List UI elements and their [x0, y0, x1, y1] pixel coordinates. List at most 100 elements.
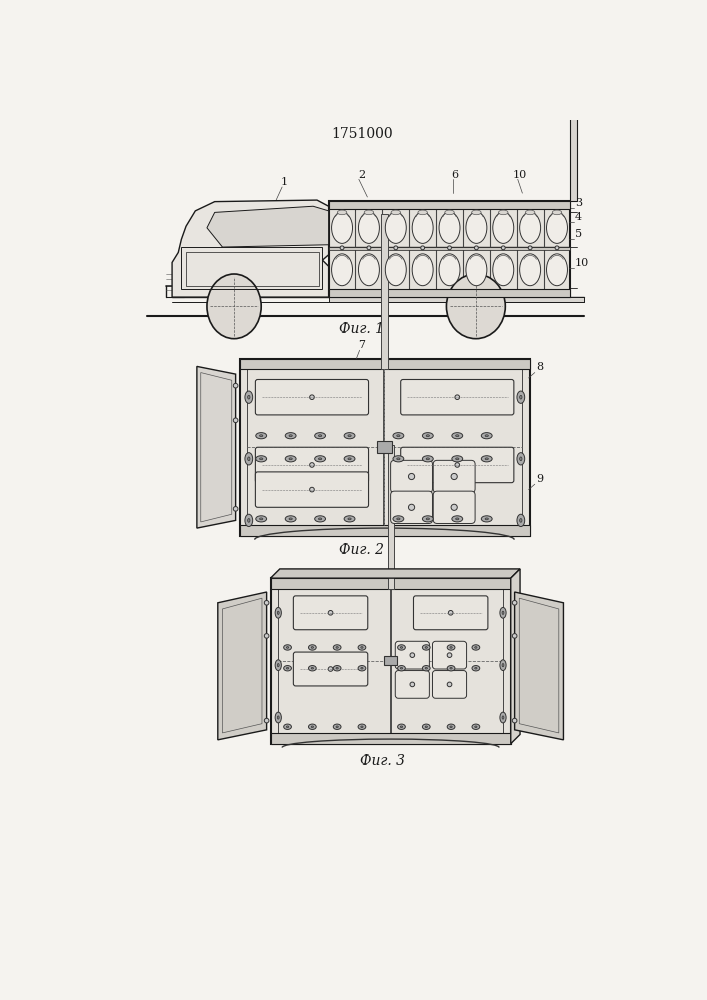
- Circle shape: [455, 463, 460, 467]
- Bar: [377, 441, 392, 453]
- Ellipse shape: [277, 664, 279, 667]
- Ellipse shape: [289, 458, 292, 460]
- Ellipse shape: [439, 212, 460, 243]
- Ellipse shape: [485, 458, 489, 460]
- Ellipse shape: [286, 667, 288, 669]
- Ellipse shape: [245, 453, 252, 465]
- Ellipse shape: [474, 647, 477, 648]
- Ellipse shape: [502, 716, 504, 719]
- Ellipse shape: [311, 726, 313, 728]
- Ellipse shape: [259, 458, 263, 460]
- Ellipse shape: [256, 433, 267, 439]
- Circle shape: [451, 504, 457, 510]
- Ellipse shape: [318, 435, 322, 437]
- Text: 4: 4: [575, 212, 582, 222]
- Ellipse shape: [446, 274, 506, 339]
- Ellipse shape: [393, 456, 404, 462]
- Ellipse shape: [472, 724, 480, 729]
- Ellipse shape: [452, 516, 462, 522]
- Ellipse shape: [358, 724, 366, 729]
- Ellipse shape: [422, 516, 433, 522]
- Ellipse shape: [452, 433, 462, 439]
- Polygon shape: [197, 366, 235, 528]
- Ellipse shape: [450, 726, 452, 728]
- Circle shape: [310, 463, 315, 467]
- Bar: [387, 445, 394, 589]
- Circle shape: [455, 395, 460, 400]
- FancyBboxPatch shape: [414, 596, 488, 630]
- Circle shape: [328, 667, 333, 671]
- Ellipse shape: [500, 712, 506, 723]
- Circle shape: [474, 246, 479, 250]
- Ellipse shape: [207, 274, 261, 339]
- Ellipse shape: [284, 645, 291, 650]
- Ellipse shape: [547, 212, 568, 243]
- Bar: [279, 586, 503, 736]
- Ellipse shape: [422, 433, 433, 439]
- Bar: [247, 366, 522, 528]
- Ellipse shape: [493, 254, 514, 286]
- Circle shape: [448, 682, 452, 687]
- Ellipse shape: [333, 724, 341, 729]
- Bar: [186, 252, 320, 286]
- Circle shape: [310, 487, 315, 492]
- Ellipse shape: [332, 212, 353, 243]
- Text: 1: 1: [281, 177, 288, 187]
- Bar: [329, 297, 585, 302]
- Ellipse shape: [400, 667, 403, 669]
- Circle shape: [513, 634, 517, 638]
- Ellipse shape: [450, 647, 452, 648]
- Ellipse shape: [552, 210, 561, 215]
- Ellipse shape: [448, 666, 455, 671]
- Ellipse shape: [485, 435, 489, 437]
- Text: 1751000: 1751000: [331, 127, 393, 141]
- Ellipse shape: [485, 518, 489, 520]
- Ellipse shape: [426, 458, 429, 460]
- Ellipse shape: [247, 395, 250, 399]
- Bar: [240, 359, 530, 536]
- Ellipse shape: [445, 210, 454, 215]
- Ellipse shape: [520, 519, 522, 522]
- Ellipse shape: [284, 666, 291, 671]
- Ellipse shape: [285, 433, 296, 439]
- Bar: [271, 578, 510, 589]
- FancyBboxPatch shape: [401, 379, 514, 415]
- Ellipse shape: [517, 391, 525, 403]
- Ellipse shape: [245, 391, 252, 403]
- Ellipse shape: [455, 458, 459, 460]
- Ellipse shape: [448, 645, 455, 650]
- Ellipse shape: [308, 645, 316, 650]
- Ellipse shape: [333, 666, 341, 671]
- Ellipse shape: [247, 457, 250, 461]
- FancyBboxPatch shape: [255, 447, 368, 483]
- Ellipse shape: [466, 254, 487, 286]
- Circle shape: [451, 473, 457, 480]
- Ellipse shape: [418, 210, 427, 215]
- Ellipse shape: [400, 726, 403, 728]
- Ellipse shape: [439, 254, 460, 286]
- Ellipse shape: [422, 666, 430, 671]
- FancyBboxPatch shape: [255, 472, 368, 507]
- FancyBboxPatch shape: [401, 447, 514, 483]
- FancyBboxPatch shape: [391, 460, 433, 493]
- Bar: [571, 105, 577, 201]
- Ellipse shape: [336, 667, 339, 669]
- Ellipse shape: [318, 458, 322, 460]
- Circle shape: [421, 246, 425, 250]
- Ellipse shape: [520, 254, 541, 286]
- Ellipse shape: [286, 726, 288, 728]
- Ellipse shape: [256, 516, 267, 522]
- Circle shape: [410, 653, 414, 657]
- Ellipse shape: [247, 519, 250, 522]
- Circle shape: [448, 610, 453, 615]
- Ellipse shape: [259, 435, 263, 437]
- Ellipse shape: [315, 433, 325, 439]
- FancyBboxPatch shape: [395, 671, 429, 698]
- Ellipse shape: [455, 435, 459, 437]
- Ellipse shape: [385, 254, 407, 286]
- Ellipse shape: [397, 518, 400, 520]
- Ellipse shape: [285, 516, 296, 522]
- Text: 9: 9: [537, 474, 544, 484]
- Ellipse shape: [361, 667, 363, 669]
- Ellipse shape: [517, 453, 525, 465]
